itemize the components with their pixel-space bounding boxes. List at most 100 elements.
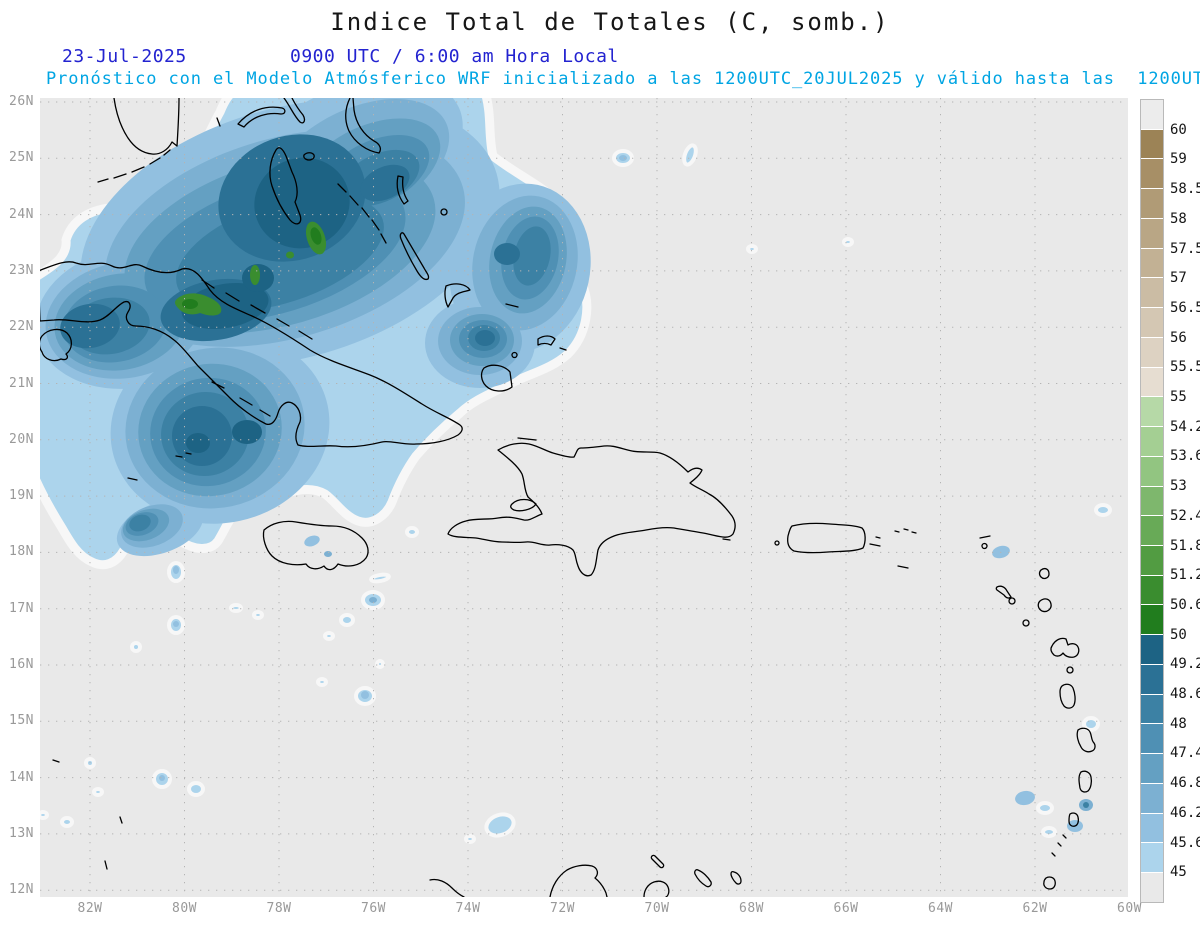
colorbar-segment bbox=[1141, 367, 1163, 398]
coast-curacao bbox=[694, 869, 712, 888]
scattered-cell bbox=[130, 641, 142, 653]
coast-tortuga bbox=[517, 437, 537, 441]
coast-bonaire bbox=[730, 870, 742, 885]
coast-cuba bbox=[40, 261, 463, 448]
contour-core bbox=[186, 433, 210, 453]
coast-puerto-rico bbox=[787, 522, 866, 554]
colorbar-label: 46.8 bbox=[1170, 775, 1200, 792]
coast-mayaguana bbox=[505, 303, 519, 308]
y-tick-label: 13N bbox=[9, 825, 34, 841]
coast-gonave bbox=[510, 498, 537, 512]
y-tick-label: 26N bbox=[9, 94, 34, 109]
coast-aruba bbox=[650, 854, 665, 869]
scattered-cell bbox=[304, 535, 320, 547]
coast-guadeloupe bbox=[1050, 637, 1080, 658]
coast-andros bbox=[269, 147, 302, 225]
colorbar-segment bbox=[1141, 218, 1163, 249]
colorbar-segment bbox=[1141, 189, 1163, 219]
contour-shading-cores bbox=[40, 98, 591, 557]
colorbar-label: 60 bbox=[1170, 121, 1187, 138]
x-tick-label: 74W bbox=[455, 901, 481, 916]
coast-barbuda bbox=[1038, 567, 1050, 580]
colorbar-segment bbox=[1141, 308, 1163, 338]
colorbar-segment bbox=[1141, 873, 1163, 902]
x-tick-label: 80W bbox=[172, 901, 197, 916]
colorbar-label: 47.4 bbox=[1170, 745, 1200, 762]
colorbar bbox=[1140, 99, 1164, 903]
coast-cuba-south-cays bbox=[211, 381, 271, 417]
coast-martinique bbox=[1076, 727, 1096, 753]
scattered-cell bbox=[1015, 790, 1035, 806]
x-tick-label: 82W bbox=[77, 901, 103, 916]
contour-core bbox=[360, 164, 410, 202]
colorbar-segment bbox=[1141, 100, 1163, 130]
colorbar-label: 53 bbox=[1170, 478, 1187, 495]
forecast-note: Pronóstico con el Modelo Atmósferico WRF… bbox=[46, 69, 1200, 89]
colorbar-label: 50 bbox=[1170, 626, 1187, 643]
contour-core bbox=[494, 243, 520, 265]
colorbar-label: 53.6 bbox=[1170, 448, 1200, 465]
y-tick-label: 19N bbox=[9, 488, 34, 504]
colorbar-label: 49.2 bbox=[1170, 656, 1200, 673]
x-tick-label: 76W bbox=[361, 901, 386, 916]
colorbar-segment bbox=[1141, 546, 1163, 576]
coast-paraguana bbox=[643, 880, 670, 897]
forecast-time: 0900 UTC / 6:00 am Hora Local bbox=[290, 46, 619, 67]
colorbar-label: 58 bbox=[1170, 210, 1187, 227]
scattered-cell bbox=[619, 155, 627, 161]
coast-exuma-cays bbox=[337, 183, 387, 244]
scattered-cell bbox=[682, 143, 698, 167]
colorbar-segment bbox=[1141, 575, 1163, 606]
coast-long-island bbox=[399, 232, 430, 281]
scattered-cell bbox=[1094, 503, 1112, 517]
scattered-cell bbox=[369, 572, 391, 584]
coast-abaco bbox=[283, 98, 306, 124]
contour-core bbox=[181, 283, 269, 329]
scattered-cell bbox=[484, 812, 516, 838]
contour-green-maxima bbox=[175, 221, 327, 316]
scattered-cell bbox=[187, 781, 205, 797]
coast-hispaniola bbox=[447, 442, 736, 577]
scattered-cell bbox=[323, 631, 335, 641]
scattered-cell bbox=[1082, 716, 1100, 732]
coast-anguilla-stmartin bbox=[979, 535, 991, 550]
scattered-cell bbox=[464, 834, 476, 844]
colorbar-segment bbox=[1141, 724, 1163, 755]
scattered-cell bbox=[229, 603, 243, 613]
scattered-cell bbox=[339, 613, 355, 627]
coast-eleuthera bbox=[345, 98, 381, 154]
contour-core bbox=[513, 226, 551, 286]
scattered-cell bbox=[1083, 802, 1089, 808]
y-tick-label: 22N bbox=[9, 319, 34, 335]
y-tick-label: 21N bbox=[9, 375, 34, 391]
contour-core bbox=[129, 514, 151, 532]
colorbar-segment bbox=[1141, 754, 1163, 784]
coast-antigua bbox=[1037, 598, 1052, 613]
y-tick-label: 16N bbox=[9, 657, 34, 672]
colorbar-segment bbox=[1141, 783, 1163, 814]
colorbar-segment bbox=[1141, 397, 1163, 428]
coast-saona bbox=[722, 538, 731, 541]
coast-vieques-culebra bbox=[869, 536, 881, 547]
scattered-cell bbox=[324, 551, 332, 557]
grid-lines bbox=[40, 98, 1128, 897]
x-tick-label: 60W bbox=[1117, 901, 1142, 916]
coast-stkitts-nevis bbox=[995, 585, 1016, 605]
colorbar-label: 48.6 bbox=[1170, 686, 1200, 703]
x-tick-label: 72W bbox=[550, 901, 575, 916]
contour-core bbox=[475, 330, 495, 346]
y-tick-label: 24N bbox=[9, 206, 34, 222]
colorbar-segment bbox=[1141, 456, 1163, 487]
x-tick-label: 66W bbox=[833, 901, 859, 916]
scattered-cell bbox=[316, 677, 328, 687]
scattered-cell bbox=[252, 610, 264, 620]
colorbar-label: 45.6 bbox=[1170, 834, 1200, 851]
y-tick-label: 14N bbox=[9, 769, 34, 785]
coast-san-salvador bbox=[440, 208, 448, 216]
colorbar-segment bbox=[1141, 664, 1163, 695]
colorbar-label: 51.8 bbox=[1170, 537, 1200, 554]
colorbar-segment bbox=[1141, 605, 1163, 636]
coast-dominica bbox=[1059, 683, 1076, 709]
contour-core bbox=[254, 157, 350, 249]
coast-south-america-west bbox=[429, 878, 465, 897]
